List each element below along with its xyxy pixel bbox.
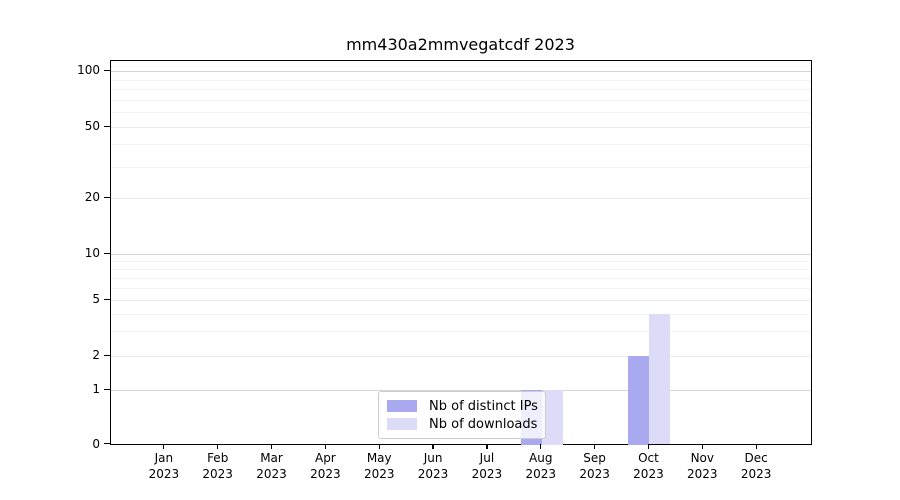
legend-swatch-downloads (387, 418, 417, 430)
x-tick (701, 444, 703, 449)
x-tick-month: May (366, 451, 392, 465)
x-tick-label: Feb 2023 (188, 451, 248, 482)
gridline (111, 313, 811, 315)
x-tick-month: Mar (260, 451, 283, 465)
x-tick-month: Sep (583, 451, 606, 465)
y-tick (104, 354, 110, 356)
gridline (111, 198, 811, 199)
x-tick-month: Jun (423, 451, 443, 465)
x-tick-month: Aug (529, 451, 553, 465)
x-tick-year: 2023 (417, 466, 449, 481)
x-tick-label: Nov 2023 (672, 451, 732, 482)
x-tick-label: May 2023 (349, 451, 409, 482)
x-tick (594, 444, 596, 449)
x-tick-year: 2023 (471, 466, 503, 481)
y-tick (104, 388, 110, 390)
y-tick (104, 252, 110, 254)
x-tick-year: 2023 (633, 466, 664, 481)
x-tick (378, 444, 380, 449)
chart-title: mm430a2mmvegatcdf 2023 (346, 35, 575, 54)
y-tick (104, 69, 110, 71)
x-tick-month: Jan (154, 451, 174, 465)
x-tick (540, 444, 542, 449)
x-tick-label: Oct 2023 (618, 451, 678, 482)
x-tick (755, 444, 757, 449)
gridline (111, 112, 811, 114)
x-tick-month: Feb (207, 451, 229, 465)
gridline (111, 127, 811, 128)
gridline (111, 260, 811, 262)
x-tick (324, 444, 326, 449)
gridline (111, 71, 811, 72)
y-tick-label: 10 (84, 246, 100, 260)
x-tick-label: Jan 2023 (134, 451, 194, 482)
y-tick (104, 298, 110, 300)
gridline (111, 254, 811, 255)
gridline (111, 331, 811, 333)
x-tick (163, 444, 165, 449)
x-tick-year: 2023 (525, 466, 557, 481)
x-tick-month: Nov (690, 451, 714, 465)
x-tick-year: 2023 (579, 466, 610, 481)
legend: Nb of distinct IPs Nb of downloads (378, 391, 546, 439)
x-tick (432, 444, 434, 449)
x-tick-label: Dec 2023 (726, 451, 786, 482)
x-tick-year: 2023 (310, 466, 341, 481)
legend-label-downloads: Nb of downloads (429, 416, 538, 432)
gridline (111, 390, 811, 391)
gridline (111, 166, 811, 168)
gridline (111, 99, 811, 101)
x-tick (217, 444, 219, 449)
x-tick-label: Mar 2023 (242, 451, 302, 482)
x-tick-label: Sep 2023 (565, 451, 625, 482)
gridline (111, 89, 811, 91)
x-tick-label: Apr 2023 (295, 451, 355, 482)
x-tick-month: Apr (314, 451, 336, 465)
x-tick-month: Jul (479, 451, 495, 465)
gridline (111, 79, 811, 81)
x-tick (270, 444, 273, 449)
y-tick-label: 1 (92, 382, 100, 396)
x-tick-year: 2023 (740, 466, 772, 481)
bar-aug-s1 (541, 390, 563, 445)
gridline (111, 287, 811, 289)
y-tick-label: 0 (92, 436, 100, 451)
y-tick (104, 125, 110, 127)
x-tick-label: Aug 2023 (511, 451, 571, 482)
gridline (111, 268, 811, 270)
gridline (111, 300, 811, 301)
x-tick-year: 2023 (363, 466, 395, 481)
gridline (111, 356, 811, 357)
x-tick-year: 2023 (687, 466, 718, 481)
y-tick (104, 196, 110, 198)
x-tick-year: 2023 (256, 466, 287, 481)
x-tick-label: Jun 2023 (403, 451, 463, 482)
legend-label-distinct-ips: Nb of distinct IPs (429, 398, 538, 414)
plot-area (110, 60, 812, 445)
legend-row-downloads: Nb of downloads (387, 415, 537, 433)
x-tick-year: 2023 (148, 466, 180, 481)
gridline (111, 277, 811, 279)
y-tick (104, 443, 110, 445)
x-tick (647, 444, 650, 449)
x-tick-year: 2023 (202, 466, 233, 481)
y-tick-label: 2 (92, 348, 100, 362)
gridline (111, 144, 811, 146)
x-tick (486, 444, 488, 449)
legend-row-distinct-ips: Nb of distinct IPs (387, 397, 538, 415)
y-tick-label: 20 (84, 190, 100, 204)
legend-swatch-distinct-ips (387, 400, 417, 412)
bar-oct-s0 (628, 356, 650, 445)
y-tick-label: 100 (77, 63, 100, 77)
y-tick-label: 50 (84, 119, 100, 133)
x-tick-month: Dec (744, 451, 768, 465)
x-tick-label: Jul 2023 (457, 451, 517, 482)
bar-oct-s1 (649, 313, 671, 445)
y-tick-label: 5 (92, 292, 100, 306)
x-tick-month: Oct (638, 451, 659, 465)
